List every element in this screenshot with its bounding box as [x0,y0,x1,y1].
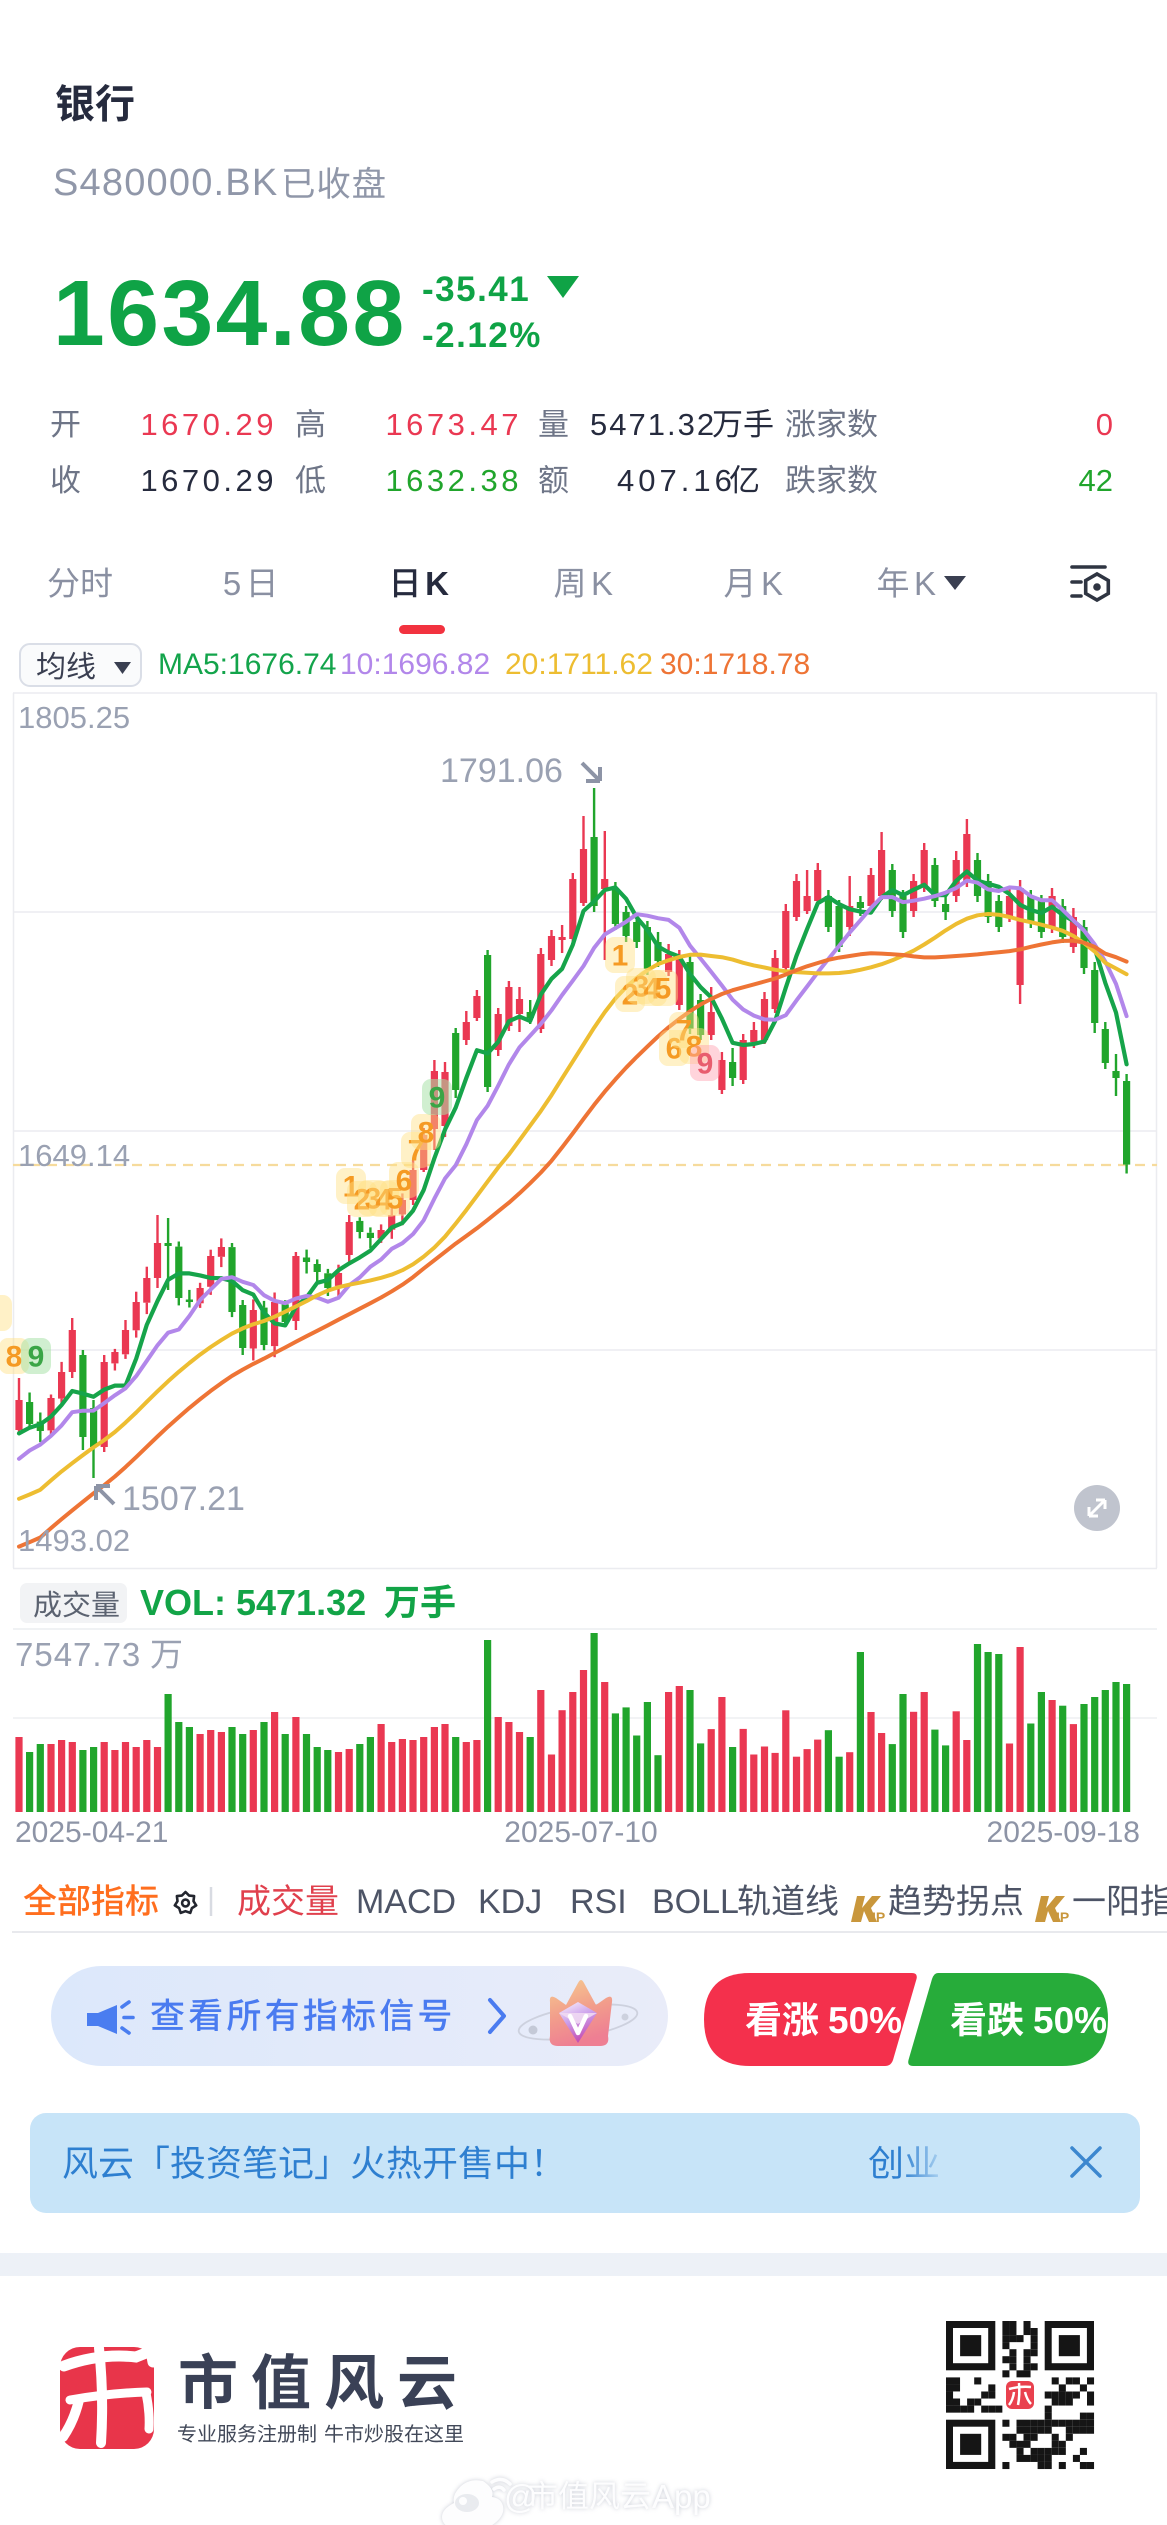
svg-text:1: 1 [612,940,629,973]
svg-text:20:1711.62: 20:1711.62 [505,648,653,681]
svg-text:30:1718.78: 30:1718.78 [660,648,810,681]
svg-text:K: K [591,565,613,602]
svg-text:MA5:1676.74: MA5:1676.74 [158,648,336,681]
svg-text:1493.02: 1493.02 [18,1523,130,1558]
svg-text:App: App [652,2478,711,2515]
svg-text:407.16: 407.16 [617,463,736,498]
svg-text:4: 4 [376,1184,393,1217]
svg-text:K: K [761,565,783,602]
svg-text:3: 3 [365,1183,382,1216]
svg-text:8: 8 [6,1341,23,1374]
svg-text:9: 9 [28,1341,45,1374]
svg-text:42: 42 [1079,463,1113,498]
svg-text:IP: IP [872,1909,885,1925]
svg-text:5: 5 [655,973,672,1006]
svg-text:BOLL: BOLL [652,1883,739,1921]
svg-text:8: 8 [686,1031,703,1064]
svg-text:6: 6 [396,1165,413,1198]
svg-text:5: 5 [387,1183,404,1216]
svg-text:8: 8 [418,1117,435,1150]
svg-text:9: 9 [429,1082,446,1115]
svg-text:K: K [425,565,449,602]
svg-text:1634.88: 1634.88 [53,261,407,365]
svg-text:1673.47: 1673.47 [385,407,522,442]
svg-text:3: 3 [633,971,650,1004]
svg-text:50%: 50% [828,2000,902,2041]
svg-text:9: 9 [697,1048,714,1081]
svg-text:2: 2 [622,979,639,1012]
svg-text:1: 1 [343,1171,360,1204]
svg-text:KDJ: KDJ [478,1883,542,1921]
svg-text:MACD: MACD [356,1883,456,1921]
svg-text:5471.32: 5471.32 [590,407,716,442]
svg-text:10:1696.82: 10:1696.82 [340,648,490,681]
svg-text:7: 7 [408,1135,425,1168]
svg-text:6: 6 [666,1033,683,1066]
svg-text:1791.06: 1791.06 [440,752,563,790]
svg-text:1670.29: 1670.29 [140,407,277,442]
svg-text:2025-04-21: 2025-04-21 [15,1816,168,1849]
svg-text:1670.29: 1670.29 [140,463,277,498]
svg-text:50%: 50% [1033,2000,1107,2041]
svg-text:VOL: 5471.32: VOL: 5471.32 [140,1582,366,1623]
svg-text:7547.73: 7547.73 [15,1636,141,1673]
svg-text:4: 4 [644,973,661,1006]
svg-text:App: App [652,2478,711,2515]
svg-text:2: 2 [354,1184,371,1217]
svg-text:1649.14: 1649.14 [18,1138,130,1173]
svg-text:1805.25: 1805.25 [18,700,130,735]
svg-text:S480000.BK: S480000.BK [53,162,278,204]
svg-text:K: K [914,565,936,602]
svg-text:RSI: RSI [570,1883,627,1921]
svg-text:5: 5 [223,565,241,602]
svg-text:IP: IP [1056,1909,1069,1925]
svg-text:7: 7 [676,1015,693,1048]
svg-text:1632.38: 1632.38 [385,463,522,498]
svg-text:2025-07-10: 2025-07-10 [504,1816,657,1849]
svg-text:1507.21: 1507.21 [122,1480,245,1518]
svg-text:2025-09-18: 2025-09-18 [987,1816,1140,1849]
svg-text:-2.12%: -2.12% [422,316,542,355]
svg-text:0: 0 [1096,407,1113,442]
svg-text:-35.41: -35.41 [422,270,530,309]
